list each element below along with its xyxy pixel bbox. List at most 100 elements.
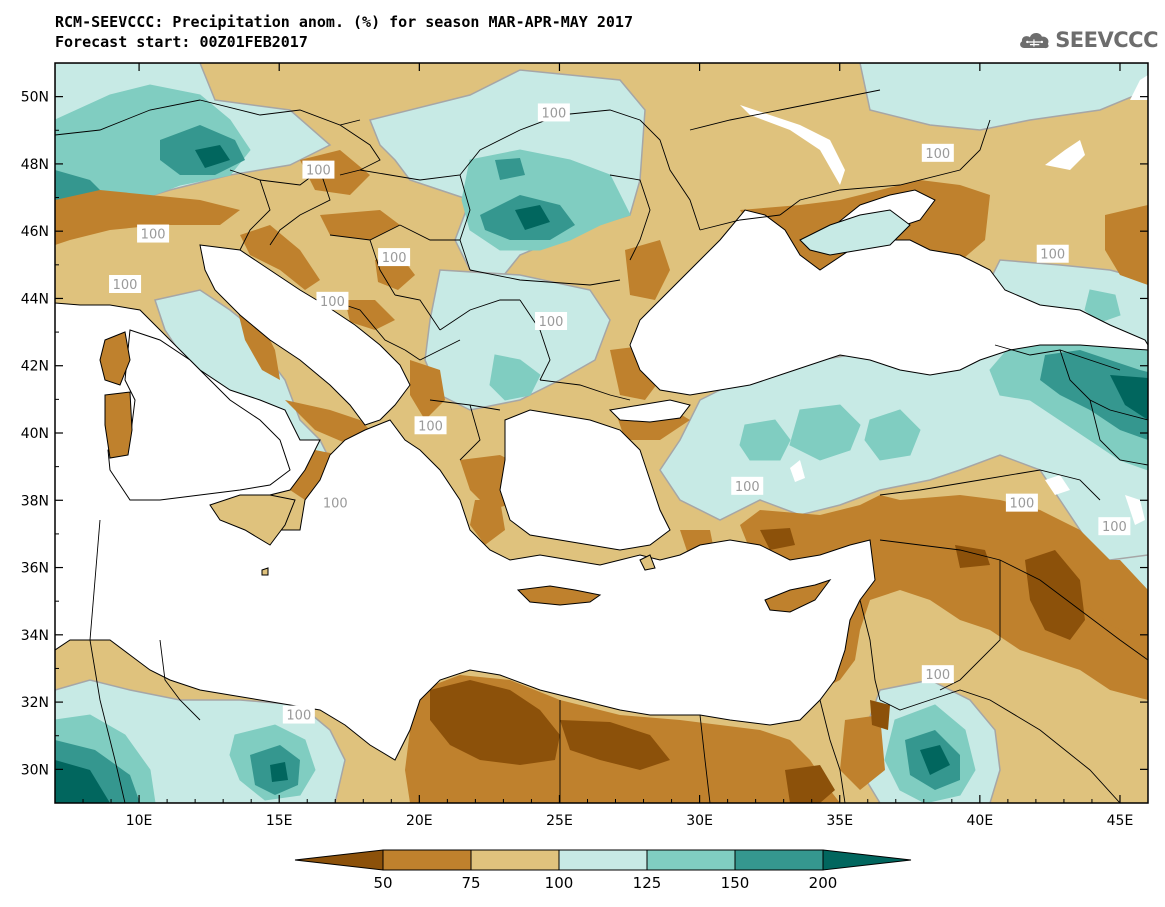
contour-label: 100 <box>137 224 170 243</box>
colorbar-segment <box>382 849 472 871</box>
contour-label-bg <box>535 312 568 330</box>
colorbar-label: 200 <box>809 874 838 892</box>
contour-label-text: 100 <box>1009 497 1034 512</box>
contour-label-text: 100 <box>113 278 138 293</box>
contour-label-text: 100 <box>539 315 564 330</box>
cloud-icon <box>1020 33 1049 49</box>
map-area: 100 100 100 100 100 100 100 100 100 100 100 100 100 1… <box>55 63 1148 803</box>
contour-label-text: 100 <box>925 147 950 162</box>
contour-label: 100 <box>316 291 349 310</box>
lat-tick-label: 46N <box>21 224 49 240</box>
lon-tick-label: 30E <box>686 813 713 829</box>
contour-label-bg <box>1036 244 1069 263</box>
lat-tick-label: 40N <box>21 426 49 442</box>
very-dry-regions <box>430 528 1085 803</box>
contour-label: 100 <box>282 705 315 724</box>
forecast-start: Forecast start: 00Z01FEB2017 <box>55 33 308 51</box>
aegean-sea <box>499 409 671 551</box>
lon-tick-label: 25E <box>546 813 573 829</box>
islands <box>99 209 911 613</box>
rhodes <box>639 554 656 571</box>
water-bodies <box>740 75 1148 525</box>
logo-text: SEEVCCC <box>1055 28 1158 52</box>
contour-label-text: 100 <box>320 295 345 310</box>
contour-label-bg <box>282 705 315 724</box>
colorbar-segment <box>734 849 824 871</box>
wet-extreme-regions <box>55 145 1148 803</box>
colorbar-label: 125 <box>633 874 662 892</box>
contour-labels: 100 100 100 100 100 100 100 100 100 100 100 100 100 1… <box>109 103 1131 724</box>
colorbar-label: 50 <box>373 874 392 892</box>
colorbar-label: 75 <box>461 874 480 892</box>
contour-label: 100 <box>535 312 568 330</box>
crimea <box>799 209 911 256</box>
colorbar-label: 100 <box>545 874 574 892</box>
colorbar-right-arrow <box>822 849 912 871</box>
contour-label-bg <box>109 275 142 293</box>
lon-tick-label: 20E <box>406 813 433 829</box>
lon-tick-label: 15E <box>266 813 293 829</box>
lat-tick-label: 42N <box>21 359 49 375</box>
country-borders <box>55 89 1148 803</box>
contour-label: 100 <box>109 275 142 293</box>
adriatic-sea <box>199 244 411 426</box>
title-block: RCM-SEEVCCC: Precipitation anom. (%) for… <box>55 12 633 52</box>
contour-label-text: 100 <box>925 668 950 683</box>
black-sea <box>629 209 1148 396</box>
colorbar-segment <box>558 849 648 871</box>
corsica <box>99 331 131 386</box>
contour-label-text: 100 <box>141 228 166 243</box>
contour-label: 100 <box>1036 244 1069 263</box>
colorbar-label: 150 <box>721 874 750 892</box>
contour-label-bg <box>414 416 447 435</box>
contour-label-bg <box>1098 517 1131 536</box>
seevccc-logo: SEEVCCC <box>1018 22 1158 58</box>
marmara-sea <box>608 399 691 423</box>
contour-label-bg <box>1005 493 1038 512</box>
contour-label-bg <box>921 143 954 162</box>
lon-tick-label: 45E <box>1107 813 1134 829</box>
contour-label-bg <box>731 476 764 495</box>
lon-tick-label: 10E <box>126 813 153 829</box>
colorbar-left-arrow <box>294 849 384 871</box>
longitude-axis: 10E 15E 20E 25E 30E 35E 40E 45E <box>54 63 1149 829</box>
malta <box>261 567 269 576</box>
lon-tick-label: 40E <box>967 813 994 829</box>
lat-tick-label: 44N <box>21 291 49 307</box>
contour-label: 100 <box>921 143 954 162</box>
lat-tick-label: 48N <box>21 157 49 173</box>
contour-label-text: 100 <box>735 480 760 495</box>
cyprus <box>764 579 832 613</box>
contour-label-bg <box>537 103 570 122</box>
contour-label: 100 <box>319 493 352 512</box>
map-title: RCM-SEEVCCC: Precipitation anom. (%) for… <box>55 13 633 31</box>
contour-label-bg <box>378 248 411 267</box>
contour-label-text: 100 <box>306 164 331 179</box>
contour-label-bg <box>302 160 335 179</box>
lat-tick-label: 38N <box>21 493 49 509</box>
sea-areas <box>55 189 1148 761</box>
contour-label-text: 100 <box>1040 248 1065 263</box>
lat-tick-label: 34N <box>21 628 49 644</box>
lon-tick-label: 35E <box>826 813 853 829</box>
contour-label: 100 <box>414 416 447 435</box>
colorbar-segment <box>646 849 736 871</box>
contour-label-text: 100 <box>1102 520 1127 535</box>
colorbar: 50 75 100 125 150 200 <box>294 849 912 892</box>
contour-label: 100 <box>921 665 954 684</box>
mediterranean-sea <box>55 302 876 761</box>
contour-label: 100 <box>378 248 411 267</box>
contour-label-bg <box>921 665 954 684</box>
sardinia <box>104 391 133 459</box>
lat-tick-label: 36N <box>21 561 49 577</box>
colorbar-segment <box>470 849 560 871</box>
contour-label: 100 <box>1098 517 1131 536</box>
contour-label-bg <box>316 291 349 310</box>
contour-label: 100 <box>537 103 570 122</box>
lat-tick-label: 50N <box>21 90 49 106</box>
contour-label-bg <box>137 224 170 243</box>
lat-tick-label: 30N <box>21 762 49 778</box>
latitude-axis: 50N 48N 46N 44N 42N 40N 38N 36N 34N 32N 30N <box>21 62 1148 804</box>
contour-label-text: 100 <box>541 106 566 121</box>
